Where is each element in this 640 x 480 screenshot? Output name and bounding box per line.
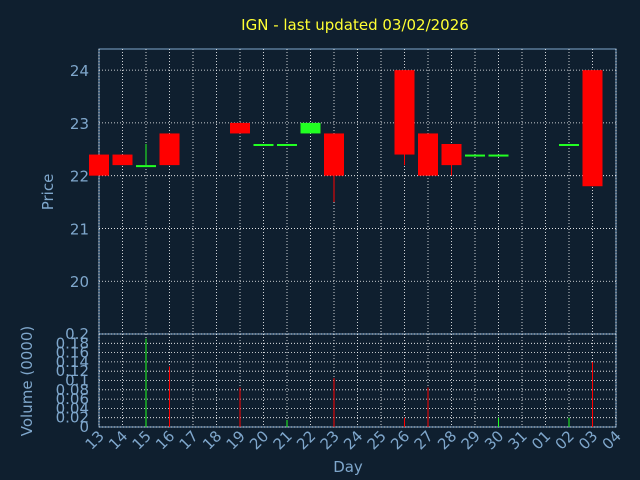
price-y-ticks: 20 21 22 23 24 [70, 62, 89, 291]
candle-14 [112, 154, 133, 166]
volume-bars [145, 338, 593, 427]
price-y-tick-label: 21 [70, 220, 89, 238]
x-tick-label: 16 [152, 427, 178, 453]
x-tick-label: 30 [481, 427, 507, 453]
x-tick-label: 27 [411, 427, 437, 453]
volume-y-tick-label: 0.06 [56, 390, 89, 408]
x-tick-label: 21 [270, 427, 296, 453]
x-tick-label: 02 [552, 427, 578, 453]
candle-26 [394, 70, 415, 166]
x-tick-label: 26 [387, 427, 413, 453]
candle-03 [582, 70, 603, 187]
x-axis-ticks: 1314151617181920212223242526272829303101… [82, 427, 625, 453]
candles [89, 70, 603, 203]
volume-y-tick-label: 0.08 [56, 381, 89, 399]
candle-16 [159, 133, 180, 166]
candle-body [559, 144, 579, 146]
volume-y-ticks: 00.020.040.060.080.10.120.140.160.180.2 [56, 325, 89, 436]
x-tick-label: 23 [317, 427, 343, 453]
candle-body [277, 144, 297, 146]
candle-13 [89, 154, 109, 176]
candle-body [253, 144, 274, 146]
x-tick-label: 19 [223, 427, 249, 453]
candle-30 [488, 154, 509, 157]
x-tick-label: 24 [340, 427, 366, 453]
volume-y-tick-label: 0.14 [56, 353, 89, 371]
volume-y-tick-label: 0.2 [65, 325, 89, 343]
x-tick-label: 31 [505, 427, 531, 453]
x-tick-label: 20 [246, 427, 272, 453]
x-axis-label: Day [333, 458, 363, 476]
x-tick-label: 03 [575, 427, 601, 453]
x-tick-label: 15 [129, 427, 155, 453]
x-tick-label: 28 [434, 427, 460, 453]
volume-y-tick-label: 0.18 [56, 334, 89, 352]
candle-02 [559, 144, 579, 146]
volume-gridlines [98, 333, 617, 428]
x-tick-label: 04 [599, 427, 625, 453]
volume-y-tick-label: 0 [79, 418, 89, 436]
volume-y-tick-label: 0.02 [56, 409, 89, 427]
volume-y-tick-label: 0.12 [56, 362, 89, 380]
price-y-tick-label: 24 [70, 62, 89, 80]
price-y-tick-label: 22 [70, 168, 89, 186]
price-gridlines [98, 49, 617, 334]
volume-y-tick-label: 0.1 [65, 372, 89, 390]
candle-body [394, 70, 415, 155]
price-y-tick-label: 23 [70, 115, 89, 133]
price-panel: 20 21 22 23 24 Price [39, 48, 617, 335]
candle-body [300, 122, 321, 134]
x-tick-label: 22 [293, 427, 319, 453]
candle-body [230, 122, 250, 134]
volume-y-axis-label: Volume (0000) [18, 326, 36, 436]
candle-23 [324, 133, 344, 203]
candle-15 [136, 144, 156, 168]
candle-body [465, 154, 485, 157]
chart-title: IGN - last updated 03/02/2026 [241, 16, 469, 34]
x-tick-label: 01 [528, 427, 554, 453]
price-y-tick-label: 20 [70, 273, 89, 291]
candle-body [89, 154, 109, 176]
candle-20 [253, 144, 274, 146]
x-tick-label: 25 [364, 427, 390, 453]
candle-body [441, 144, 462, 166]
candle-body [324, 133, 344, 176]
candle-29 [465, 154, 485, 157]
candle-body [418, 133, 438, 176]
x-tick-label: 17 [176, 427, 202, 453]
candle-21 [277, 144, 297, 146]
x-tick-label: 29 [458, 427, 484, 453]
candle-body [112, 154, 133, 166]
candle-body [582, 70, 603, 187]
candle-19 [230, 122, 250, 134]
candle-body [488, 154, 509, 157]
volume-y-tick-label: 0.04 [56, 399, 89, 417]
volume-y-tick-label: 0.16 [56, 344, 89, 362]
candle-body [136, 165, 156, 168]
x-tick-label: 18 [199, 427, 225, 453]
candle-22 [300, 122, 321, 134]
price-y-axis-label: Price [39, 174, 57, 211]
volume-panel: 00.020.040.060.080.10.120.140.160.180.2 … [18, 325, 617, 436]
candle-body [159, 133, 180, 166]
candle-27 [418, 133, 438, 176]
x-tick-label: 14 [105, 427, 131, 453]
candle-28 [441, 144, 462, 176]
